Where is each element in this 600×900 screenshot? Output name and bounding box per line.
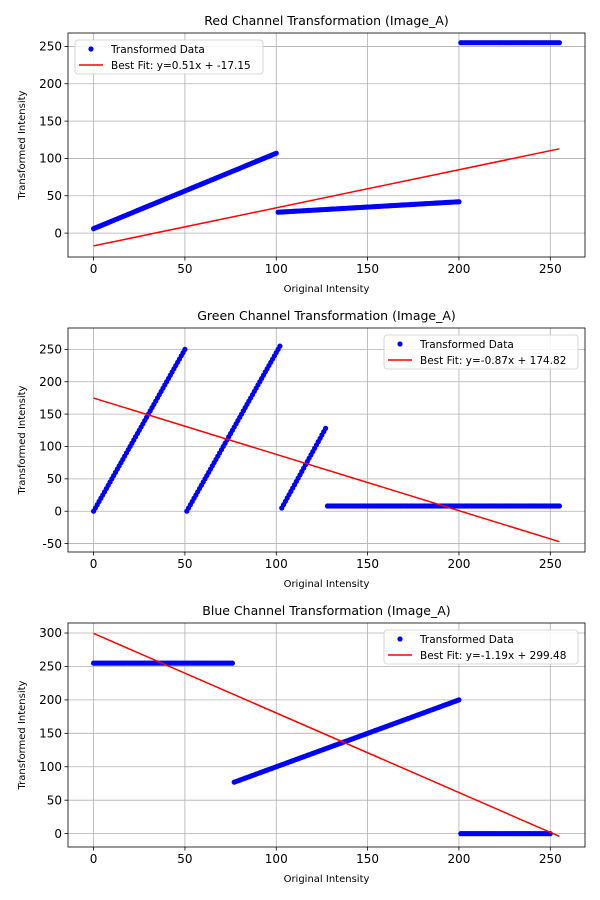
legend-box: [383, 334, 579, 370]
legend-label: Transformed Data: [110, 44, 205, 56]
x-tick-label: 50: [177, 262, 192, 276]
axes-frame: [67, 622, 586, 848]
x-tick-label: 0: [90, 262, 98, 276]
x-tick-label: 150: [356, 852, 379, 866]
y-tick-label: 50: [47, 793, 62, 807]
plot-area: [90, 632, 560, 837]
legend-label: Best Fit: y=-1.19x + 299.48: [420, 650, 566, 662]
x-tick-label: 100: [265, 557, 288, 571]
data-point: [229, 660, 236, 666]
x-axis-label: Original Intensity: [284, 284, 370, 295]
y-tick-label: 50: [47, 189, 62, 203]
x-tick-label: 200: [447, 852, 470, 866]
y-tick-label: 200: [39, 693, 62, 707]
data-point: [277, 343, 283, 349]
chart-panel-1: 0 50 100 150 200 250 -50 0 50 100 150 200 250 Green C…: [17, 308, 586, 590]
chart-title: Green Channel Transformation (Image_A): [197, 308, 456, 323]
y-tick-label: 250: [39, 40, 62, 54]
y-tick-label: 100: [39, 152, 62, 166]
best-fit-line: [93, 397, 560, 543]
y-tick-label: 250: [39, 343, 62, 357]
y-axis-label: Transformed Intensity: [17, 680, 28, 790]
y-tick-label: -50: [42, 537, 62, 551]
legend-label: Best Fit: y=0.51x + -17.15: [111, 60, 251, 72]
data-point: [322, 425, 329, 431]
data-point: [456, 199, 462, 205]
y-tick-label: 0: [54, 504, 62, 518]
chart-title: Red Channel Transformation (Image_A): [204, 13, 448, 28]
x-tick-label: 200: [447, 262, 470, 276]
data-point: [556, 503, 563, 509]
legend-box: [74, 39, 264, 75]
y-tick-label: 100: [39, 440, 62, 454]
x-axis-label: Original Intensity: [284, 874, 370, 885]
y-tick-label: 100: [39, 760, 62, 774]
y-tick-label: 200: [39, 375, 62, 389]
y-tick-label: 50: [47, 472, 62, 486]
axes-frame: [67, 32, 586, 258]
x-tick-label: 50: [177, 557, 192, 571]
y-axis-label: Transformed Intensity: [17, 385, 28, 495]
data-point: [556, 40, 563, 46]
axes-frame: [67, 327, 586, 553]
x-axis-label: Original Intensity: [284, 579, 370, 590]
x-tick-label: 250: [539, 557, 562, 571]
y-tick-label: 250: [39, 660, 62, 674]
y-tick-label: 300: [39, 626, 62, 640]
best-fit-line: [93, 632, 560, 837]
legend-marker-points: [397, 636, 403, 642]
legend-label: Transformed Data: [419, 339, 514, 351]
y-tick-label: 150: [39, 727, 62, 741]
y-tick-label: 150: [39, 114, 62, 128]
y-tick-label: 200: [39, 77, 62, 91]
x-tick-label: 0: [90, 852, 98, 866]
x-tick-label: 250: [539, 852, 562, 866]
y-axis-label: Transformed Intensity: [17, 90, 28, 200]
x-tick-label: 0: [90, 557, 98, 571]
y-tick-label: 0: [54, 827, 62, 841]
legend: Transformed Data Best Fit: y=0.51x + -17.…: [74, 39, 264, 75]
x-tick-label: 50: [177, 852, 192, 866]
x-tick-label: 100: [265, 262, 288, 276]
data-point: [456, 697, 462, 703]
legend-box: [383, 629, 579, 665]
data-point: [273, 150, 279, 156]
legend-marker-points: [397, 341, 403, 347]
y-tick-label: 150: [39, 407, 62, 421]
best-fit-line: [93, 148, 560, 247]
x-tick-label: 150: [356, 262, 379, 276]
legend-marker-points: [88, 46, 94, 52]
chart-panel-2: 0 50 100 150 200 250 0 50 100 150 200 250 300 Blue Ch…: [17, 603, 586, 885]
plot-area: [90, 40, 563, 247]
legend-label: Best Fit: y=-0.87x + 174.82: [420, 355, 566, 367]
x-tick-label: 100: [265, 852, 288, 866]
x-tick-label: 200: [447, 557, 470, 571]
x-tick-label: 250: [539, 262, 562, 276]
legend: Transformed Data Best Fit: y=-0.87x + 174…: [383, 334, 579, 370]
y-tick-label: 0: [54, 226, 62, 240]
chart-title: Blue Channel Transformation (Image_A): [202, 603, 450, 618]
data-point: [182, 346, 188, 352]
chart-panel-0: 0 50 100 150 200 250 0 50 100 150 200 250 Red Channe…: [17, 13, 586, 295]
plot-area: [90, 343, 563, 543]
legend-label: Transformed Data: [419, 634, 514, 646]
x-tick-label: 150: [356, 557, 379, 571]
legend: Transformed Data Best Fit: y=-1.19x + 299…: [383, 629, 579, 665]
